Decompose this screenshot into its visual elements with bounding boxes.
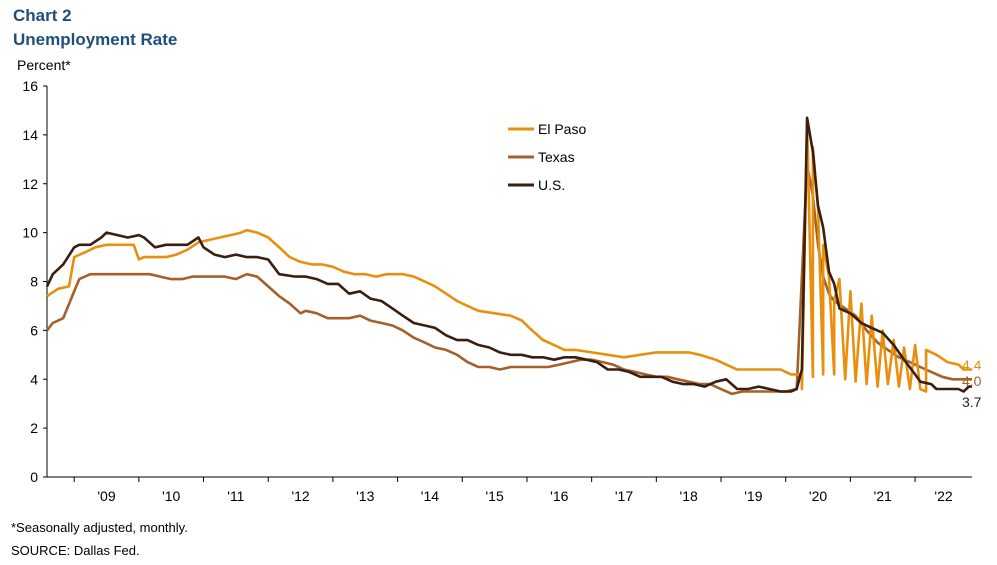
- x-tick-label: '10: [162, 488, 180, 504]
- x-tick-label: '15: [485, 488, 503, 504]
- end-label-texas: 4.0: [962, 373, 982, 389]
- x-tick-label: '21: [874, 488, 892, 504]
- x-tick-label: '09: [97, 488, 115, 504]
- end-label-el-paso: 4.4: [962, 357, 982, 373]
- x-tick-label: '16: [550, 488, 568, 504]
- y-tick-label: 8: [30, 274, 38, 290]
- y-tick-label: 2: [30, 420, 38, 436]
- y-tick-label: 12: [22, 176, 38, 192]
- x-tick-label: '14: [421, 488, 439, 504]
- y-tick-label: 10: [22, 225, 38, 241]
- x-tick-label: '11: [227, 488, 244, 504]
- legend-label: U.S.: [538, 177, 565, 193]
- legend-label: El Paso: [538, 121, 586, 137]
- y-tick-label: 16: [22, 78, 38, 94]
- series-line-el-paso: [46, 121, 972, 393]
- y-tick-label: 14: [22, 127, 38, 143]
- legend-label: Texas: [538, 149, 575, 165]
- chart-title: Unemployment Rate: [13, 30, 178, 49]
- series-line-texas: [45, 162, 972, 396]
- x-tick-label: '20: [809, 488, 827, 504]
- y-tick-label: 4: [30, 371, 38, 387]
- x-tick-label: '12: [291, 488, 309, 504]
- x-tick-label: '22: [934, 488, 952, 504]
- y-axis-unit-label: Percent*: [17, 57, 71, 73]
- footnote: *Seasonally adjusted, monthly.: [11, 520, 188, 535]
- x-tick-label: '13: [356, 488, 374, 504]
- y-tick-label: 6: [30, 322, 38, 338]
- y-tick-label: 0: [30, 469, 38, 485]
- x-tick-label: '18: [680, 488, 698, 504]
- x-tick-label: '19: [744, 488, 762, 504]
- chart-number: Chart 2: [13, 6, 72, 25]
- end-label-u-s: 3.7: [962, 394, 982, 410]
- source-note: SOURCE: Dallas Fed.: [11, 543, 140, 558]
- x-tick-label: '17: [615, 488, 633, 504]
- series-line-u-s: [45, 116, 972, 393]
